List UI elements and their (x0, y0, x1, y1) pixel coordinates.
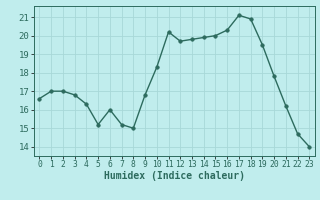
X-axis label: Humidex (Indice chaleur): Humidex (Indice chaleur) (104, 171, 245, 181)
